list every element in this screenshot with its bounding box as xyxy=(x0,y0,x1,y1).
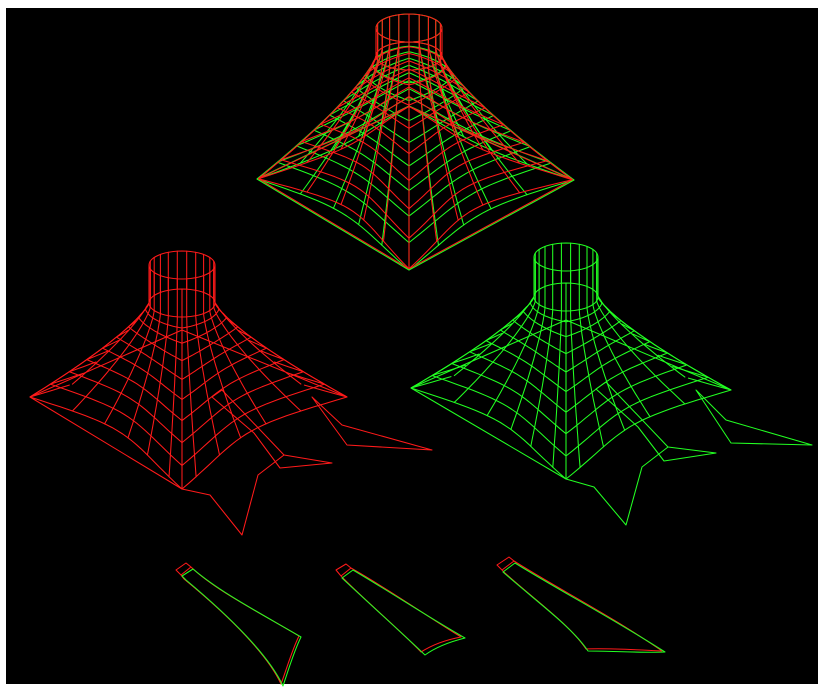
red-tent-top-ring xyxy=(148,250,216,280)
red-tent-meridian xyxy=(104,310,155,425)
combined-red-ridge xyxy=(441,55,573,181)
green-tent-parallel xyxy=(431,365,709,457)
strip-panel-2 xyxy=(335,563,466,656)
combined-red-parallel xyxy=(320,77,504,182)
green-tent-parallel xyxy=(485,332,503,342)
green-tent-meridian xyxy=(453,300,536,403)
red-tent-meridian xyxy=(146,315,169,456)
red-tent-meridian xyxy=(203,313,242,439)
green-tent-mesh xyxy=(410,242,732,480)
green-tent-meridian xyxy=(597,296,732,391)
strip-2-green-outline xyxy=(341,569,466,656)
green-tent-ridge xyxy=(410,296,535,389)
green-tent-parallel xyxy=(499,323,635,373)
red-tent-meridian xyxy=(71,306,151,412)
red-tent-parallel xyxy=(49,372,325,467)
red-tent-parallel xyxy=(29,384,348,490)
combined-tent-wireframe xyxy=(256,13,575,271)
red-tent-base-edge xyxy=(29,396,183,490)
green-tent-parallel xyxy=(451,354,688,435)
combined-green-base-edge xyxy=(256,178,575,271)
green-tent-meridian xyxy=(510,307,546,431)
red-tent-parallel xyxy=(68,361,304,444)
red-tent-meridian xyxy=(186,316,197,478)
green-tent-meridian xyxy=(486,304,540,417)
green-tent-meridian xyxy=(592,304,651,418)
strip-panel-3 xyxy=(496,556,666,653)
red-tent-parallel xyxy=(137,311,228,344)
green-tent-parallel xyxy=(522,305,611,338)
green-tent-meridian xyxy=(596,300,686,405)
red-tent-parallel xyxy=(101,339,268,401)
strip-2-red-outline xyxy=(335,563,462,653)
cad-viewport xyxy=(6,8,818,684)
green-tent-parallel xyxy=(485,333,651,393)
red-tent-parallel xyxy=(144,304,220,329)
red-tent-meridian xyxy=(29,302,150,398)
green-cut-panel-c xyxy=(695,389,813,446)
green-tent-ridge xyxy=(597,296,732,391)
red-tent-meridian xyxy=(168,316,178,478)
green-cut-panels xyxy=(565,381,813,526)
green-tent-parallel xyxy=(410,377,732,480)
strip-3-red-outline xyxy=(496,556,663,652)
strip-panel-1 xyxy=(175,562,302,687)
red-tent-meridian xyxy=(214,302,348,398)
red-cut-panel-b xyxy=(181,454,285,536)
strip-1-green-outline xyxy=(181,568,302,687)
green-tent-base-edge xyxy=(410,387,567,480)
green-tent-wireframe xyxy=(410,242,813,526)
green-cut-panel-b xyxy=(565,446,669,526)
green-tent-parallel xyxy=(529,298,603,323)
green-tent-meridian xyxy=(530,309,554,447)
red-cut-panel-c xyxy=(311,396,433,451)
red-tent-parallel xyxy=(115,329,252,380)
red-tent-parallel xyxy=(86,350,285,422)
combined-red-ridge xyxy=(257,55,377,180)
green-tent-parallel xyxy=(469,343,669,413)
red-tent-parallel xyxy=(29,384,70,398)
green-tent-meridian xyxy=(578,309,605,448)
red-tent-ridge xyxy=(29,302,150,398)
red-tent-layer xyxy=(257,13,573,270)
red-tent-meridian xyxy=(213,306,302,412)
red-tent-parallel xyxy=(127,320,239,362)
red-tent-parallel xyxy=(49,372,84,385)
green-tent-meridian xyxy=(586,307,626,431)
red-tent-parallel xyxy=(101,339,120,349)
strip-3-green-outline xyxy=(502,562,666,653)
green-tent-parallel xyxy=(410,376,452,389)
combined-green-parallel xyxy=(276,96,552,244)
red-tent-meridian xyxy=(195,315,221,456)
red-tent-mesh xyxy=(29,250,348,490)
green-tent-parallel xyxy=(469,342,492,353)
red-tent-meridian xyxy=(127,313,161,439)
red-tent-parallel xyxy=(68,361,97,373)
green-tent-parallel xyxy=(512,314,622,355)
red-tent-ridge xyxy=(214,302,348,398)
red-cut-panels xyxy=(181,389,433,536)
green-tent-meridian xyxy=(570,310,581,468)
red-tent-parallel xyxy=(86,350,109,361)
red-tent-wireframe xyxy=(29,250,433,536)
green-tent-top-ring xyxy=(533,242,599,272)
strip-1-red-outline xyxy=(175,562,300,685)
green-tent-parallel xyxy=(451,353,480,365)
green-tent-meridian xyxy=(552,310,562,468)
red-tent-meridian xyxy=(209,310,267,425)
